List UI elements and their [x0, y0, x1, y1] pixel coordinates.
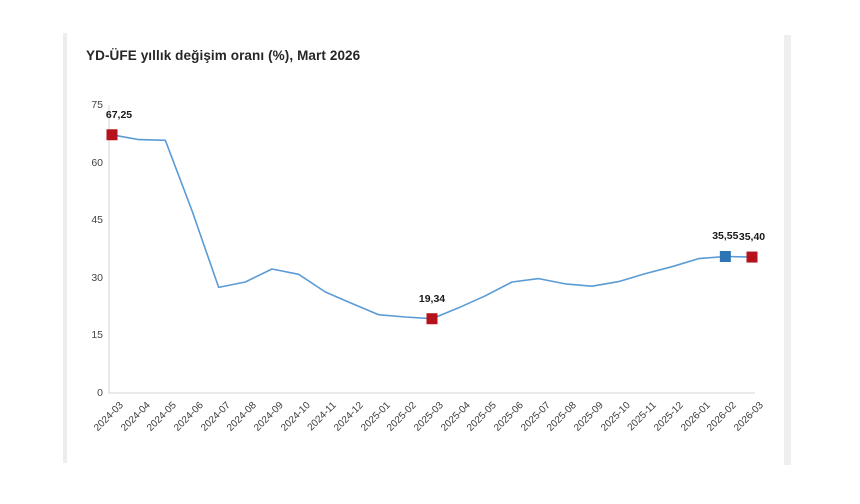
left-edge-divider — [63, 33, 67, 463]
data-point-marker — [746, 251, 758, 263]
data-point-marker — [106, 129, 118, 141]
data-point-markers — [106, 129, 758, 325]
chart-title: YD-ÜFE yıllık değişim oranı (%), Mart 20… — [86, 48, 361, 63]
data-point-label: 35,40 — [738, 231, 766, 244]
data-line — [111, 134, 753, 320]
data-point-label: 35,55 — [712, 230, 739, 243]
data-point-label: 67,25 — [105, 108, 133, 121]
y-axis-tick-label: 75 — [91, 99, 103, 111]
y-axis-tick-label: 15 — [91, 329, 103, 342]
data-point-label: 19,34 — [418, 292, 446, 305]
y-axis-tick-label: 0 — [97, 387, 103, 399]
y-axis-tick-label: 45 — [91, 214, 103, 227]
y-axis-tick-label: 60 — [91, 156, 103, 169]
data-point-marker — [426, 313, 438, 325]
y-axis-tick-label: 30 — [91, 271, 103, 284]
axis-lines — [108, 105, 755, 394]
right-edge-divider — [784, 35, 791, 465]
data-point-marker — [719, 250, 731, 262]
